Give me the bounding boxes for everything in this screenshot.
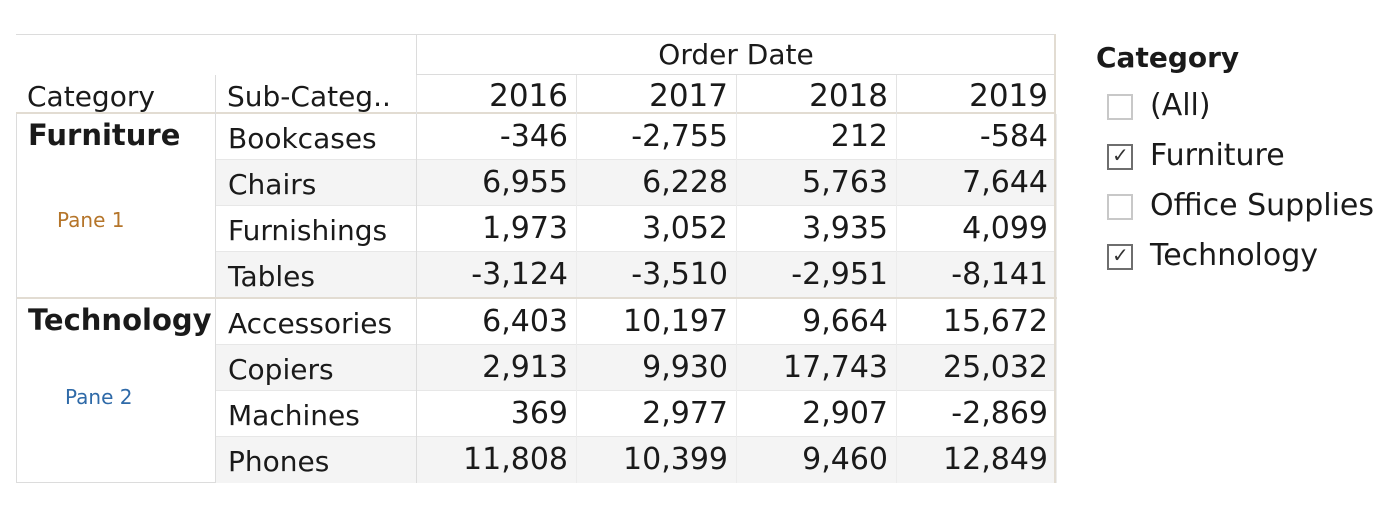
value-cell[interactable]: 2,977 xyxy=(577,391,737,437)
value-cell[interactable]: 3,052 xyxy=(577,206,737,252)
filter-item-office-supplies[interactable]: Office Supplies xyxy=(1096,188,1391,240)
value-cell[interactable]: 9,930 xyxy=(577,345,737,391)
value-cell[interactable]: 1,973 xyxy=(417,206,577,252)
category-cell-furniture[interactable]: Furniture Pane 1 xyxy=(17,114,216,298)
table-header: Order Date Category Sub-Categ.. 2016 201… xyxy=(16,34,1056,115)
table-row: Chairs 6,955 6,228 5,763 7,644 xyxy=(216,160,1057,206)
value-cell[interactable]: -346 xyxy=(417,114,577,160)
value-cell[interactable]: 5,763 xyxy=(737,160,897,206)
subcategory-cell[interactable]: Tables xyxy=(216,252,417,298)
subcategory-cell[interactable]: Copiers xyxy=(216,345,417,391)
checkmark-icon: ✓ xyxy=(1112,243,1129,267)
pane-label: Pane 1 xyxy=(57,208,125,232)
year-header[interactable]: 2017 xyxy=(576,75,736,115)
value-cell[interactable]: 15,672 xyxy=(897,299,1057,345)
year-header[interactable]: 2018 xyxy=(736,75,896,115)
value-cell[interactable]: -2,869 xyxy=(897,391,1057,437)
row-header-category[interactable]: Category xyxy=(27,80,155,113)
value-cell[interactable]: 6,228 xyxy=(577,160,737,206)
checkbox-unchecked-icon[interactable] xyxy=(1107,94,1133,120)
year-header[interactable]: 2019 xyxy=(896,75,1056,115)
value-cell[interactable]: -2,951 xyxy=(737,252,897,298)
value-cell[interactable]: 11,808 xyxy=(417,437,577,483)
value-cell[interactable]: 17,743 xyxy=(737,345,897,391)
filter-title: Category xyxy=(1096,41,1240,74)
crosstab-table: Order Date Category Sub-Categ.. 2016 201… xyxy=(16,34,1057,483)
checkbox-checked-icon[interactable]: ✓ xyxy=(1107,143,1133,170)
table-row: Machines 369 2,977 2,907 -2,869 xyxy=(216,391,1057,437)
value-cell[interactable]: -584 xyxy=(897,114,1057,160)
filter-item-label: (All) xyxy=(1150,88,1211,123)
category-label: Technology xyxy=(28,303,212,337)
pane-divider xyxy=(17,297,1057,299)
value-cell[interactable]: 9,460 xyxy=(737,437,897,483)
category-cell-technology[interactable]: Technology Pane 2 xyxy=(17,299,216,482)
table-row: Tables -3,124 -3,510 -2,951 -8,141 xyxy=(216,252,1057,298)
value-cell[interactable]: 25,032 xyxy=(897,345,1057,391)
value-cell[interactable]: 369 xyxy=(417,391,577,437)
column-group-header[interactable]: Order Date xyxy=(416,35,1056,75)
filter-item-furniture[interactable]: ✓ Furniture xyxy=(1096,138,1391,190)
subcategory-cell[interactable]: Machines xyxy=(216,391,417,437)
year-header[interactable]: 2016 xyxy=(416,75,576,115)
checkbox-unchecked-icon[interactable] xyxy=(1107,194,1133,220)
value-cell[interactable]: 10,399 xyxy=(577,437,737,483)
subcategory-cell[interactable]: Chairs xyxy=(216,160,417,206)
value-cell[interactable]: -8,141 xyxy=(897,252,1057,298)
subcategory-cell[interactable]: Furnishings xyxy=(216,206,417,252)
checkbox-checked-icon[interactable]: ✓ xyxy=(1107,243,1133,270)
value-cell[interactable]: 6,955 xyxy=(417,160,577,206)
filter-item-label: Furniture xyxy=(1150,138,1285,173)
subcategory-cell[interactable]: Phones xyxy=(216,437,417,483)
value-cell[interactable]: -3,124 xyxy=(417,252,577,298)
filter-item-all[interactable]: (All) xyxy=(1096,88,1391,140)
category-label: Furniture xyxy=(28,118,181,152)
value-cell[interactable]: 2,907 xyxy=(737,391,897,437)
value-cell[interactable]: 6,403 xyxy=(417,299,577,345)
value-cell[interactable]: 2,913 xyxy=(417,345,577,391)
value-cell[interactable]: 7,644 xyxy=(897,160,1057,206)
row-header-subcategory[interactable]: Sub-Categ.. xyxy=(215,75,416,115)
value-cell[interactable]: 212 xyxy=(737,114,897,160)
category-filter: Category (All) ✓ Furniture Office Suppli… xyxy=(1096,38,1391,290)
table-right-border xyxy=(1054,34,1056,483)
table-row: Phones 11,808 10,399 9,460 12,849 xyxy=(216,437,1057,483)
table-row: Bookcases -346 -2,755 212 -584 xyxy=(216,114,1057,160)
subcategory-cell[interactable]: Bookcases xyxy=(216,114,417,160)
value-cell[interactable]: -2,755 xyxy=(577,114,737,160)
pane-label: Pane 2 xyxy=(65,385,133,409)
value-cell[interactable]: 4,099 xyxy=(897,206,1057,252)
value-cell[interactable]: 3,935 xyxy=(737,206,897,252)
table-row: Furnishings 1,973 3,052 3,935 4,099 xyxy=(216,206,1057,252)
value-cell[interactable]: 10,197 xyxy=(577,299,737,345)
subcategory-cell[interactable]: Accessories xyxy=(216,299,417,345)
table-body: Furniture Pane 1 Bookcases -346 -2,755 2… xyxy=(16,114,1057,483)
table-row: Accessories 6,403 10,197 9,664 15,672 xyxy=(216,299,1057,345)
value-cell[interactable]: 9,664 xyxy=(737,299,897,345)
value-cell[interactable]: 12,849 xyxy=(897,437,1057,483)
value-cell[interactable]: -3,510 xyxy=(577,252,737,298)
checkmark-icon: ✓ xyxy=(1112,143,1129,167)
table-row: Copiers 2,913 9,930 17,743 25,032 xyxy=(216,345,1057,391)
filter-item-label: Technology xyxy=(1150,238,1319,273)
filter-item-label: Office Supplies xyxy=(1150,188,1375,223)
filter-item-technology[interactable]: ✓ Technology xyxy=(1096,238,1391,290)
